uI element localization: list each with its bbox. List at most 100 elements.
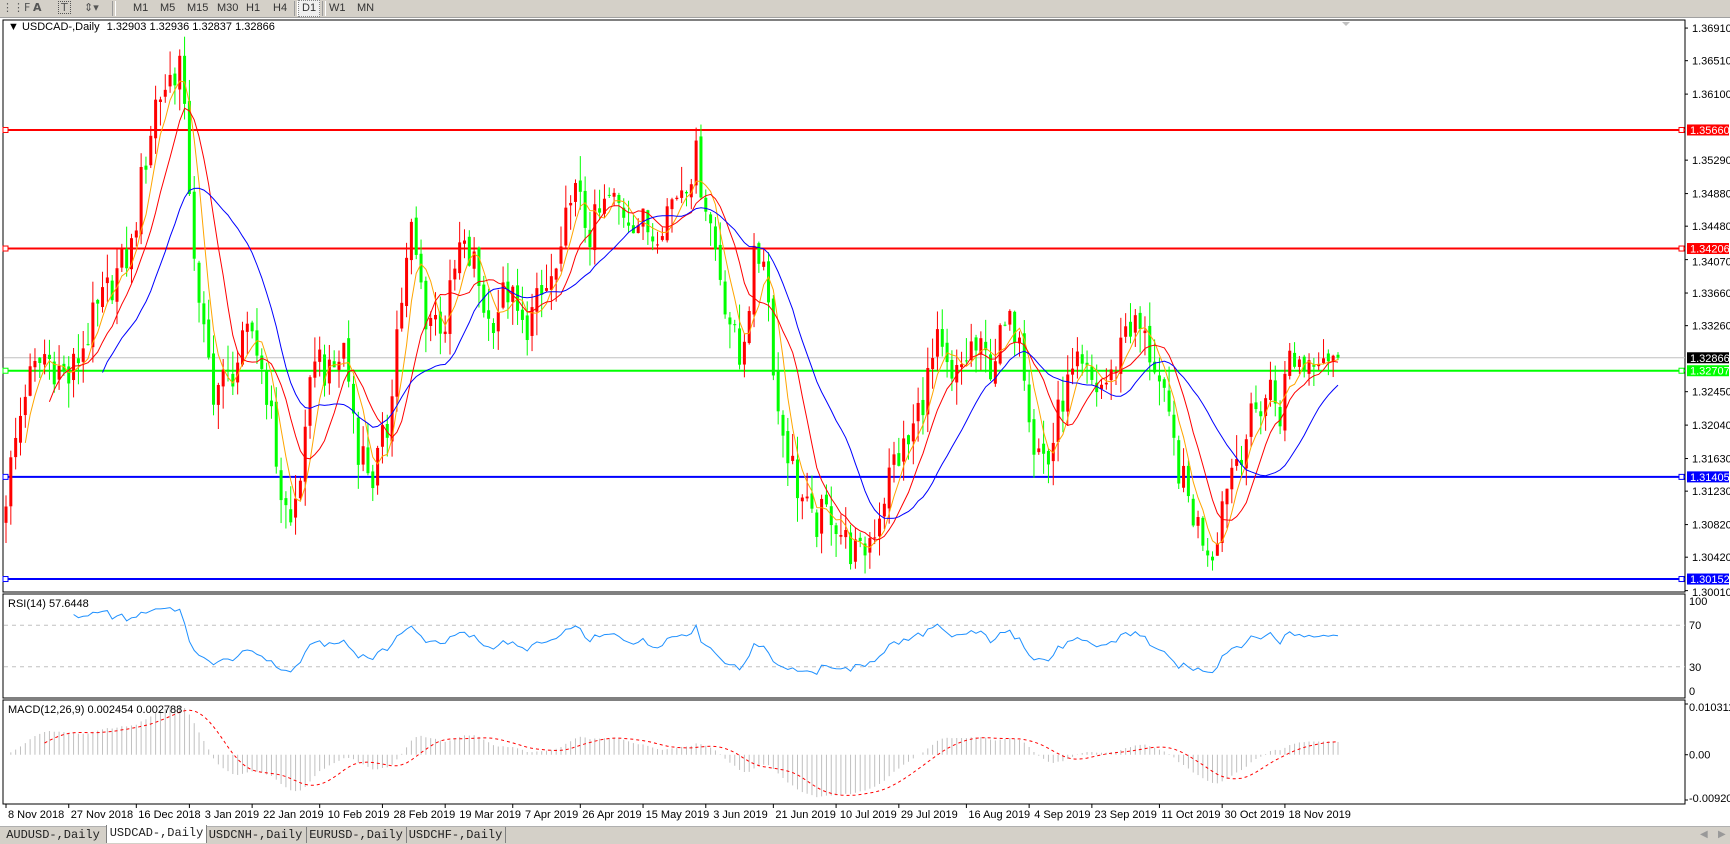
candle-body [805,496,809,499]
candle-body [786,431,790,464]
candle [183,36,187,120]
level-handle [2,367,9,374]
candle-body [1297,359,1301,367]
candle-body [453,268,457,280]
candle-body [57,365,61,380]
level-price-label: 1.32707 [1690,366,1730,378]
candle [202,291,206,343]
timeframe-w1[interactable]: W1 [329,2,346,14]
date-tick-label: 11 Oct 2019 [1161,809,1220,821]
candle-body [1336,354,1340,358]
candle-body [911,423,915,442]
candle [1278,400,1282,435]
candle-body [704,197,708,212]
candle-body [1037,448,1041,453]
candle [882,497,886,529]
candle-body [545,288,549,291]
candle-body [86,344,90,346]
candle [1114,366,1118,386]
price-chart[interactable]: 1.36910 1.36510 1.36100 1.35290 1.34880 1.344… [0,17,1730,826]
candle [1008,309,1012,331]
candle-body [289,509,293,523]
candle [525,301,529,356]
candle-body [926,368,930,415]
collapse-triangle-icon[interactable]: ▼ [8,21,19,33]
candle [916,387,920,442]
candle-body [824,494,828,505]
price-tick-label: 1.34480 [1692,221,1730,233]
candle-body [593,204,597,251]
tab-eurusd[interactable]: EURUSD-,Daily [306,827,407,843]
level-price-badge [1687,124,1729,136]
candle [323,344,327,397]
candle [704,189,708,222]
candle [448,259,452,355]
candle-body [771,298,775,376]
candle [1235,435,1239,471]
text-icon[interactable]: A [33,1,42,14]
candle [1104,368,1108,390]
candle [1307,353,1311,386]
candle-body [762,261,766,267]
symbol-label: USDCAD-,Daily [21,21,100,33]
candle-body [149,135,153,166]
candle-body [660,236,664,240]
tab-usdcad[interactable]: USDCAD-,Daily [106,825,207,843]
candle [1244,434,1248,486]
text-label-icon[interactable]: T [58,1,71,14]
candle-body [491,322,495,334]
candle [1288,342,1292,380]
timeframe-h1[interactable]: H1 [246,2,261,14]
tab-audusd[interactable]: AUDUSD-,Daily [0,827,107,843]
candle-body [646,210,650,233]
timeframe-m1[interactable]: M1 [133,2,149,14]
period-separator-icon[interactable]: ⋮⋮F [2,1,31,14]
candle-body [1003,324,1007,326]
candle-body [240,330,244,365]
timeframe-m5[interactable]: M5 [160,2,176,14]
candle-body [52,361,56,385]
date-tick-label: 21 Jun 2019 [775,809,836,821]
candle-body [791,455,795,461]
candle [429,311,433,342]
timeframe-h4[interactable]: H4 [273,2,288,14]
level-handle [2,245,9,252]
candle-body [376,447,380,486]
candle-body [641,208,645,227]
timeframe-m15[interactable]: M15 [187,2,209,14]
price-tick-label: 1.32450 [1692,387,1730,399]
level-price-badge [1687,471,1729,483]
candle-body [549,276,553,290]
candle-body [1273,380,1277,404]
candle [424,276,428,353]
arrows-icon[interactable]: ⇕▾ [84,1,99,14]
candle-body [134,230,138,238]
candle [1032,408,1036,478]
candle-body [405,257,409,307]
candle-body [236,362,240,383]
candle [1331,354,1335,378]
candle [641,208,645,240]
timeframe-mn[interactable]: MN [357,2,375,14]
candle-body [168,74,172,87]
tab-usdcnh[interactable]: USDCNH-,Daily [205,827,307,843]
candle-body [361,446,365,465]
candle [1249,392,1253,447]
candle [660,227,664,242]
scroll-left-icon[interactable]: ◀ [1700,829,1708,840]
chart-toolbar: ⋮⋮F A T ⇕▾ M1 M5 M15 M30 H1 H4 D1 W1 MN [0,0,1730,18]
timeframe-m30[interactable]: M30 [217,2,239,14]
candle-body [969,341,973,360]
candle-body [96,299,100,304]
candle-body [829,506,833,526]
candle [487,288,491,342]
candle-body [462,240,466,244]
scroll-right-icon[interactable]: ▶ [1718,829,1726,840]
candle [125,226,129,277]
candle [516,268,520,325]
timeframe-d1[interactable]: D1 [298,0,321,17]
candle [800,494,804,520]
candle-body [81,348,85,362]
tab-usdchf[interactable]: USDCHF-,Daily [406,827,506,843]
candle-body [409,221,413,261]
